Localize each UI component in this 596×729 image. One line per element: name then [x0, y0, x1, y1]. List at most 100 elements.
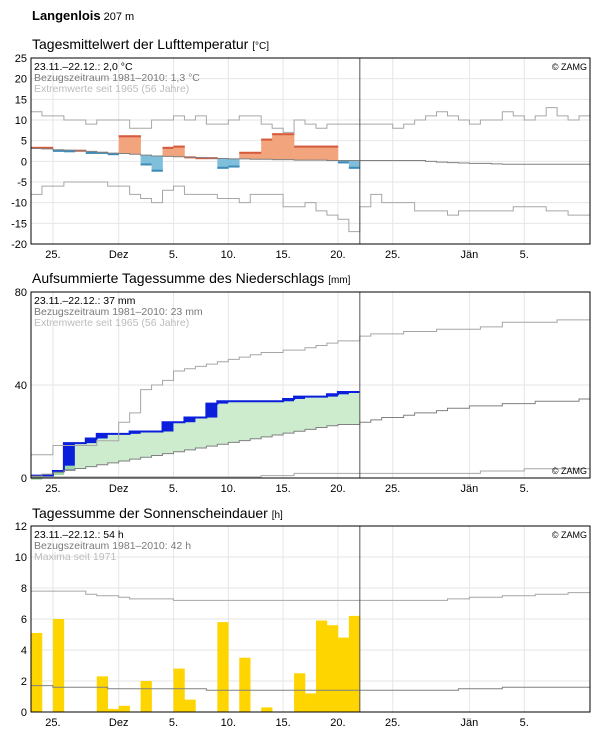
- temperature-bar-cap: [217, 166, 229, 169]
- precipitation-xtick-label: 5.: [520, 483, 529, 495]
- temperature-legend-line: 23.11.–22.12.: 2,0 °C: [34, 61, 133, 73]
- temperature-bar-cap: [41, 146, 54, 149]
- precipitation-xtick-label: 25.: [45, 483, 60, 495]
- precipitation-title-text: Aufsummierte Tagessumme des Niederschlag…: [32, 270, 325, 286]
- temperature-bar: [348, 160, 361, 169]
- temperature-bar-cap: [96, 151, 109, 154]
- station-name: Langenlois: [32, 8, 101, 23]
- precipitation-ytick-label: 40: [15, 380, 27, 392]
- sunshine-chart: 0 2 4 6 8 10 12 25. Dez 5. 10. 15. 20. 25. Jän 5. 23.11.…: [15, 521, 591, 729]
- temperature-bar-cap: [173, 145, 185, 148]
- temperature-bar-cap: [261, 138, 273, 141]
- sunshine-bar: [31, 632, 43, 712]
- sunshine-bar: [52, 619, 65, 712]
- precipitation-band: [337, 391, 350, 425]
- sunshine-ytick-label: 2: [21, 676, 27, 688]
- precipitation-legend-line: Extremwerte seit 1965 (56 Jahre): [34, 317, 189, 329]
- temperature-bar: [326, 145, 339, 161]
- precipitation-legend-line: Bezugszeitraum 1981–2010: 23 mm: [34, 306, 203, 318]
- temperature-max-line: [31, 107, 590, 133]
- sunshine-bar: [173, 668, 185, 712]
- sunshine-xtick-label: 5.: [520, 717, 529, 729]
- precipitation-band: [272, 401, 284, 435]
- sunshine-bar: [294, 673, 306, 712]
- precipitation-band: [348, 391, 361, 425]
- temperature-bar: [162, 146, 174, 157]
- sunshine-ytick-label: 0: [21, 707, 27, 719]
- precipitation-increment-bar: [63, 443, 76, 471]
- temperature-title-text: Tagesmittelwert der Lufttemperatur: [32, 36, 249, 52]
- sunshine-bar: [239, 657, 251, 712]
- temperature-bar-cap: [63, 150, 76, 153]
- temperature-bar-cap: [315, 145, 328, 148]
- sunshine-bar: [217, 622, 229, 712]
- temperature-bar: [261, 138, 273, 160]
- temperature-bar-cap: [118, 135, 130, 138]
- temperature-marks: [31, 107, 590, 233]
- precipitation-increment-bar: [326, 394, 339, 397]
- temperature-xtick-label: 25.: [45, 249, 60, 261]
- precipitation-increment-bar: [85, 438, 98, 444]
- temperature-ytick-label: 0: [21, 156, 27, 168]
- temperature-bar-cap: [250, 151, 262, 154]
- temperature-bar: [173, 145, 185, 157]
- temperature-bar: [272, 133, 284, 160]
- precipitation-band: [261, 401, 273, 437]
- sunshine-bar: [337, 637, 350, 712]
- sunshine-reference-line: [31, 685, 590, 691]
- temperature-min-line: [31, 181, 590, 233]
- temperature-bar-cap: [52, 149, 65, 152]
- temperature-ytick-label: -10: [11, 198, 27, 210]
- temperature-chart-title: Tagesmittelwert der Lufttemperatur [°C]: [32, 36, 269, 52]
- temperature-bar: [129, 135, 141, 155]
- precipitation-increment-bar: [283, 398, 295, 402]
- precipitation-xtick-label: 15.: [275, 483, 290, 495]
- precipitation-reference-line: [31, 398, 590, 477]
- sunshine-ytick-label: 10: [15, 552, 27, 564]
- precipitation-increment-bar: [184, 417, 196, 423]
- temperature-bar-cap: [326, 145, 339, 148]
- precipitation-band: [283, 398, 295, 434]
- temperature-ytick-label: 25: [15, 53, 27, 65]
- precipitation-marks: [31, 319, 590, 480]
- sunshine-xtick-label: 20.: [330, 717, 345, 729]
- sunshine-bar: [140, 681, 152, 712]
- temperature-xtick-label: 10.: [221, 249, 236, 261]
- temperature-xtick-label: Dez: [109, 249, 129, 261]
- precipitation-increment-bar: [206, 403, 218, 418]
- sunshine-title-text: Tagessumme der Sonnenscheindauer: [32, 505, 268, 521]
- precipitation-xtick-label: Jän: [461, 483, 479, 495]
- temperature-legend-line: Bezugszeitraum 1981–2010: 1,3 °C: [34, 72, 200, 84]
- precipitation-band-edge: [63, 465, 76, 470]
- sunshine-ytick-label: 12: [15, 521, 27, 533]
- sunshine-xtick-label: Jän: [461, 717, 479, 729]
- sunshine-marks: [31, 590, 590, 712]
- precipitation-band: [129, 431, 141, 460]
- sunshine-bar: [261, 707, 273, 712]
- temperature-ytick-label: 15: [15, 94, 27, 106]
- precipitation-plot-frame: [30, 291, 591, 479]
- precipitation-band: [239, 401, 251, 441]
- precipitation-ytick-label: 80: [15, 287, 27, 299]
- temperature-bar-cap: [294, 145, 306, 148]
- station-altitude: 207 m: [103, 11, 135, 23]
- sunshine-legend-line: Maxima seit 1971: [34, 551, 116, 563]
- station-header: Langenlois 207 m: [32, 8, 134, 23]
- sunshine-xtick-label: 5.: [169, 717, 178, 729]
- temperature-ytick-label: 20: [15, 74, 27, 86]
- temperature-bar: [239, 151, 251, 159]
- temperature-ytick-label: -5: [17, 177, 27, 189]
- temperature-bar-cap: [337, 161, 350, 164]
- sunshine-xtick-label: 10.: [221, 717, 236, 729]
- precipitation-xtick-label: 10.: [221, 483, 236, 495]
- temperature-title-unit: [°C]: [252, 41, 269, 52]
- temperature-reference-line: [31, 148, 590, 165]
- temperature-bar-cap: [140, 163, 152, 166]
- temperature-bar: [283, 133, 295, 160]
- temperature-bar-cap: [85, 151, 98, 154]
- precipitation-increment-bar: [162, 422, 174, 432]
- temperature-bar: [305, 145, 317, 161]
- precipitation-band: [250, 401, 262, 439]
- sunshine-plot-frame: [30, 525, 591, 713]
- temperature-ytick-label: -20: [11, 239, 27, 251]
